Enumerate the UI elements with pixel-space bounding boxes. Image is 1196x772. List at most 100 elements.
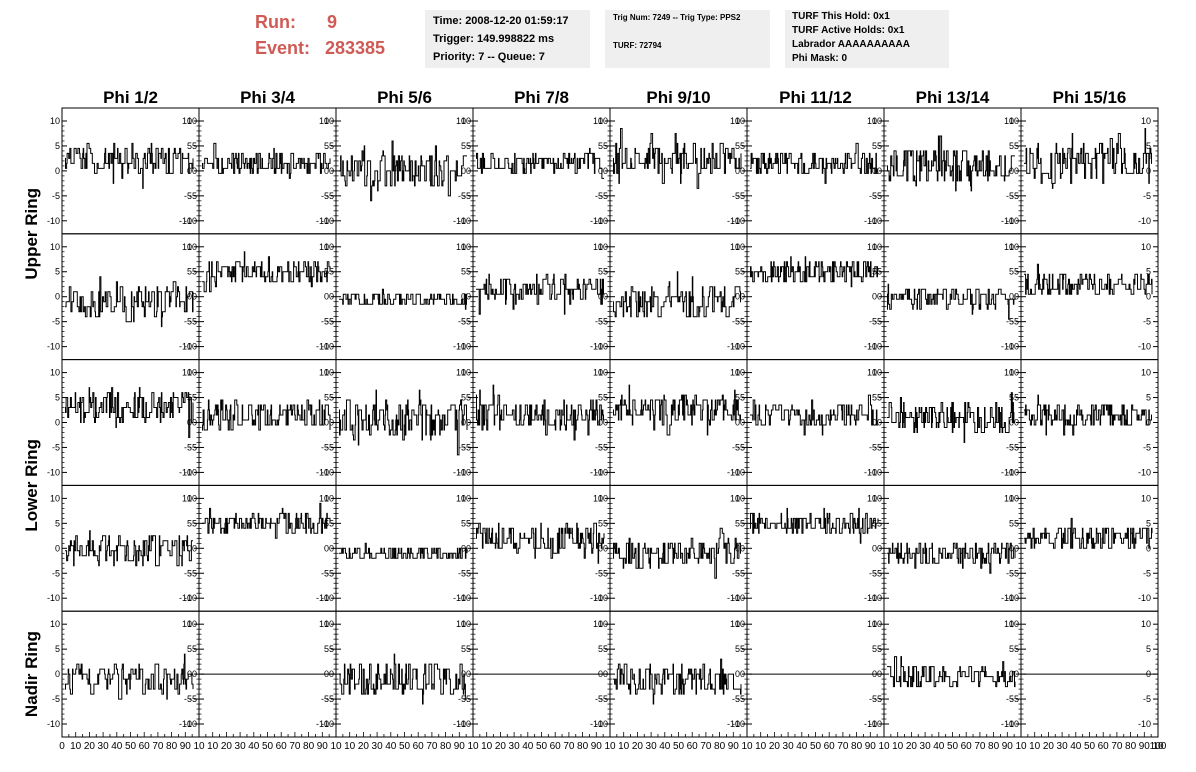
- y-tick-label: 10: [735, 493, 745, 503]
- y-tick-label: 10: [456, 242, 466, 252]
- y-tick-label: 5: [1146, 644, 1151, 654]
- y-tick-label: -10: [864, 593, 877, 603]
- x-tick-label: 40: [385, 741, 397, 752]
- x-tick-label: 40: [522, 741, 534, 752]
- y-tick-label: 10: [867, 368, 877, 378]
- y-tick-label: 10: [598, 368, 608, 378]
- y-tick-label: -5: [595, 317, 603, 327]
- x-tick-label: 30: [98, 741, 110, 752]
- y-tick-label: -5: [326, 442, 334, 452]
- y-tick-label: -5: [874, 442, 882, 452]
- y-tick-label: -10: [864, 342, 877, 352]
- y-tick-label: 5: [1009, 644, 1014, 654]
- y-tick-label: -10: [47, 467, 60, 477]
- y-tick-label: 5: [192, 393, 197, 403]
- y-tick-label: 5: [1009, 518, 1014, 528]
- y-tick-label: -10: [1001, 593, 1014, 603]
- y-tick-label: 5: [740, 141, 745, 151]
- y-tick-label: -5: [52, 317, 60, 327]
- y-tick-label: 0: [324, 166, 329, 176]
- y-tick-label: 5: [192, 267, 197, 277]
- y-tick-label: 10: [187, 619, 197, 629]
- waveform-trace: [476, 384, 604, 441]
- y-tick-label: 10: [593, 116, 603, 126]
- waveform-trace: [65, 142, 194, 189]
- y-tick-label: 0: [598, 418, 603, 428]
- y-tick-label: 10: [456, 493, 466, 503]
- x-tick-label: 90: [1139, 741, 1151, 752]
- y-tick-label: -5: [321, 442, 329, 452]
- y-tick-label: 10: [461, 242, 471, 252]
- waveform-trace: [339, 653, 467, 705]
- y-tick-label: 10: [867, 619, 877, 629]
- y-tick-label: 5: [1014, 267, 1019, 277]
- x-tick-label: 40: [659, 741, 671, 752]
- y-tick-label: 10: [1141, 619, 1151, 629]
- y-tick-label: -10: [864, 216, 877, 226]
- y-tick-label: -5: [326, 317, 334, 327]
- y-tick-label: -10: [458, 593, 471, 603]
- y-tick-label: -10: [732, 719, 745, 729]
- y-tick-label: 5: [1009, 267, 1014, 277]
- waveform-trace: [1024, 394, 1152, 436]
- y-tick-label: 0: [55, 292, 60, 302]
- y-tick-label: 0: [461, 292, 466, 302]
- y-tick-label: -10: [1001, 216, 1014, 226]
- y-tick-label: 0: [55, 166, 60, 176]
- y-tick-label: -10: [727, 593, 740, 603]
- y-tick-label: -10: [316, 719, 329, 729]
- x-tick-label: 20: [632, 741, 644, 752]
- y-tick-label: 5: [877, 518, 882, 528]
- y-tick-label: 5: [1146, 267, 1151, 277]
- y-tick-label: 0: [735, 166, 740, 176]
- y-tick-label: -5: [737, 442, 745, 452]
- y-tick-label: 0: [329, 543, 334, 553]
- y-tick-label: 5: [872, 393, 877, 403]
- run-value: 9: [327, 12, 338, 32]
- y-tick-label: 10: [598, 242, 608, 252]
- x-tick-label: 20: [906, 741, 918, 752]
- y-tick-label: 5: [603, 267, 608, 277]
- x-tick-label: 10: [70, 741, 82, 752]
- x-tick-label: 80: [166, 741, 178, 752]
- y-tick-label: 0: [603, 669, 608, 679]
- y-tick-label: -10: [321, 593, 334, 603]
- y-tick-label: 5: [603, 393, 608, 403]
- y-tick-label: 10: [872, 368, 882, 378]
- y-tick-label: -10: [184, 467, 197, 477]
- y-tick-label: -10: [184, 593, 197, 603]
- y-tick-label: -10: [321, 342, 334, 352]
- turf-text: TURF: 72794: [613, 41, 662, 50]
- y-tick-label: 10: [1141, 242, 1151, 252]
- y-tick-label: 0: [740, 543, 745, 553]
- y-tick-label: -10: [458, 719, 471, 729]
- y-tick-label: -5: [732, 191, 740, 201]
- y-tick-label: -5: [595, 694, 603, 704]
- y-tick-label: 5: [461, 267, 466, 277]
- y-tick-label: -5: [874, 694, 882, 704]
- y-tick-label: 0: [466, 669, 471, 679]
- y-tick-label: 5: [877, 644, 882, 654]
- y-tick-label: -5: [321, 317, 329, 327]
- x-tick-label: 70: [563, 741, 575, 752]
- y-tick-label: 10: [735, 368, 745, 378]
- waveform-trace: [202, 142, 331, 179]
- y-tick-label: -5: [326, 191, 334, 201]
- y-tick-label: -10: [179, 216, 192, 226]
- y-tick-label: -10: [595, 719, 608, 729]
- x-tick-label: 80: [440, 741, 452, 752]
- y-tick-label: 10: [182, 493, 192, 503]
- y-tick-label: 0: [877, 418, 882, 428]
- y-tick-label: 5: [55, 518, 60, 528]
- y-tick-label: -5: [458, 694, 466, 704]
- y-tick-label: -5: [458, 442, 466, 452]
- waveform-trace: [613, 527, 741, 579]
- y-tick-label: 0: [1014, 418, 1019, 428]
- y-tick-label: 0: [192, 543, 197, 553]
- y-tick-label: -10: [864, 467, 877, 477]
- x-tick-label: 30: [646, 741, 658, 752]
- waveform-trace: [65, 530, 193, 567]
- y-tick-label: 10: [456, 368, 466, 378]
- y-tick-label: 0: [192, 292, 197, 302]
